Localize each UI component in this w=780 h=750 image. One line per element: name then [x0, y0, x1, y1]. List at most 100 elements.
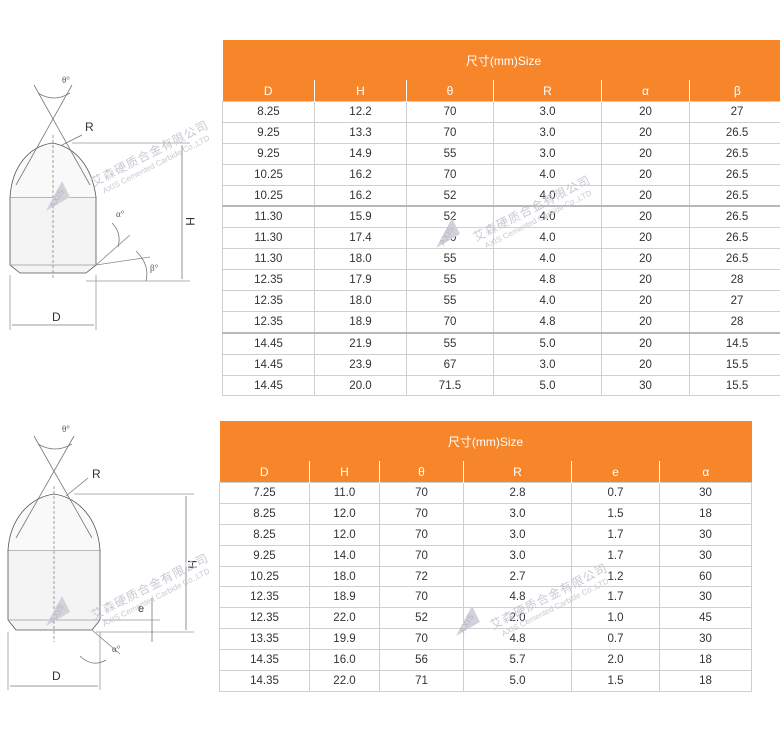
- table-row: 12.35 18.0 55 4.0 20 27: [222, 290, 780, 312]
- table-cell: 45: [658, 607, 753, 630]
- table-cell: 1.2: [571, 565, 660, 588]
- table-cell: 20: [601, 353, 690, 376]
- table-cell: 8.25: [222, 101, 315, 123]
- table-row: 7.25 11.0 70 2.8 0.7 30: [219, 482, 753, 504]
- table-cell: 15.9: [314, 205, 407, 229]
- table-row: 14.35 16.0 56 5.7 2.0 18: [219, 649, 753, 672]
- table-cell: 14.45: [222, 353, 315, 376]
- column-header: θ: [379, 461, 464, 483]
- table-cell: 72: [379, 565, 464, 588]
- table-row: 8.25 12.0 70 3.0 1.5 18: [219, 502, 753, 525]
- table-cell: 14.35: [219, 670, 310, 692]
- d-label: D: [52, 310, 61, 324]
- table-cell: 18.9: [309, 586, 380, 609]
- table-cell: 18.0: [314, 290, 407, 312]
- table-row: 8.25 12.0 70 3.0 1.7 30: [219, 523, 753, 546]
- table-cell: 16.2: [314, 184, 407, 207]
- table-cell: 16.0: [309, 649, 380, 672]
- table-row: 12.35 22.0 52 2.0 1.0 45: [219, 607, 753, 630]
- table-cell: 26.5: [688, 121, 780, 144]
- button-bit-drawing-2: θ° R e α° H D: [7, 424, 199, 690]
- theta-label: θ°: [62, 75, 70, 85]
- table-row: 12.35 17.9 55 4.8 20 28: [222, 269, 780, 292]
- alpha-label: α°: [116, 209, 125, 219]
- table-cell: 18.9: [314, 310, 407, 334]
- table-cell: 70: [406, 121, 494, 144]
- table-cell: 27: [688, 101, 780, 123]
- table-cell: 3.0: [493, 121, 602, 144]
- table-cell: 30: [658, 628, 753, 651]
- table-cell: 28: [688, 310, 780, 334]
- table-cell: 5.0: [463, 670, 572, 692]
- table-cell: 13.3: [314, 121, 407, 144]
- table-cell: 70: [379, 523, 464, 546]
- table-cell: 12.35: [222, 310, 315, 334]
- table-cell: 70: [406, 310, 494, 334]
- table-cell: 4.8: [493, 310, 602, 334]
- column-header: R: [493, 80, 602, 102]
- h-label: H: [183, 217, 197, 226]
- table-cell: 21.9: [314, 331, 407, 355]
- table-cell: 20: [601, 227, 690, 250]
- button-bit-diagram-2: θ° R e α° H D: [0, 420, 200, 700]
- table-cell: 1.7: [571, 586, 660, 609]
- table-cell: 15.5: [688, 374, 780, 397]
- table-row: 11.30 17.4 60 4.0 20 26.5: [222, 227, 780, 250]
- table-cell: 20.0: [314, 374, 407, 397]
- table-row: 10.25 18.0 72 2.7 1.2 60: [219, 565, 753, 588]
- table-cell: 8.25: [219, 523, 310, 546]
- table-cell: 2.0: [463, 607, 572, 630]
- table-cell: 20: [601, 310, 690, 334]
- table-cell: 8.25: [219, 502, 310, 525]
- column-header: α: [659, 461, 752, 483]
- table-title: 尺寸(mm)Size: [222, 40, 780, 80]
- table-cell: 55: [406, 290, 494, 312]
- table-row: 10.25 16.2 52 4.0 20 26.5: [222, 184, 780, 207]
- table-cell: 70: [406, 101, 494, 123]
- table-row: 14.45 20.0 71.5 5.0 30 15.5: [222, 374, 780, 397]
- h-label: H: [185, 560, 199, 569]
- table-cell: 1.0: [571, 607, 660, 630]
- table-cell: 14.45: [222, 374, 315, 397]
- table-cell: 3.0: [493, 142, 602, 165]
- table-cell: 1.7: [571, 544, 660, 567]
- table-cell: 0.7: [571, 482, 660, 504]
- table-row: 11.30 15.9 52 4.0 20 26.5: [222, 205, 780, 229]
- table-cell: 4.0: [493, 184, 602, 207]
- table-cell: 4.8: [463, 628, 572, 651]
- table-cell: 26.5: [688, 163, 780, 186]
- table-row: 9.25 14.9 55 3.0 20 26.5: [222, 142, 780, 165]
- table-cell: 1.5: [571, 670, 660, 692]
- table-cell: 30: [601, 374, 690, 397]
- table-cell: 11.0: [309, 482, 380, 504]
- table-cell: 5.7: [463, 649, 572, 672]
- table-row: 8.25 12.2 70 3.0 20 27: [222, 101, 780, 123]
- table-cell: 52: [406, 205, 494, 229]
- table-cell: 30: [658, 586, 753, 609]
- table-cell: 20: [601, 121, 690, 144]
- table-cell: 10.25: [222, 184, 315, 207]
- table-cell: 52: [406, 184, 494, 207]
- column-header: H: [314, 80, 407, 102]
- column-header: H: [309, 461, 380, 483]
- column-header: β: [689, 80, 780, 102]
- beta-label: β°: [150, 263, 159, 273]
- table-cell: 5.0: [493, 331, 602, 355]
- table-cell: 71.5: [406, 374, 494, 397]
- table-cell: 16.2: [314, 163, 407, 186]
- table-cell: 71: [379, 670, 464, 692]
- table-row: 11.30 18.0 55 4.0 20 26.5: [222, 248, 780, 271]
- table-cell: 15.5: [688, 353, 780, 376]
- table-cell: 9.25: [222, 142, 315, 165]
- table-cell: 28: [688, 269, 780, 292]
- table-cell: 70: [379, 586, 464, 609]
- table-cell: 4.8: [463, 586, 572, 609]
- table-cell: 14.45: [222, 331, 315, 355]
- table-cell: 27: [688, 290, 780, 312]
- table-cell: 19.9: [309, 628, 380, 651]
- table-cell: 0.7: [571, 628, 660, 651]
- table-cell: 4.0: [493, 205, 602, 229]
